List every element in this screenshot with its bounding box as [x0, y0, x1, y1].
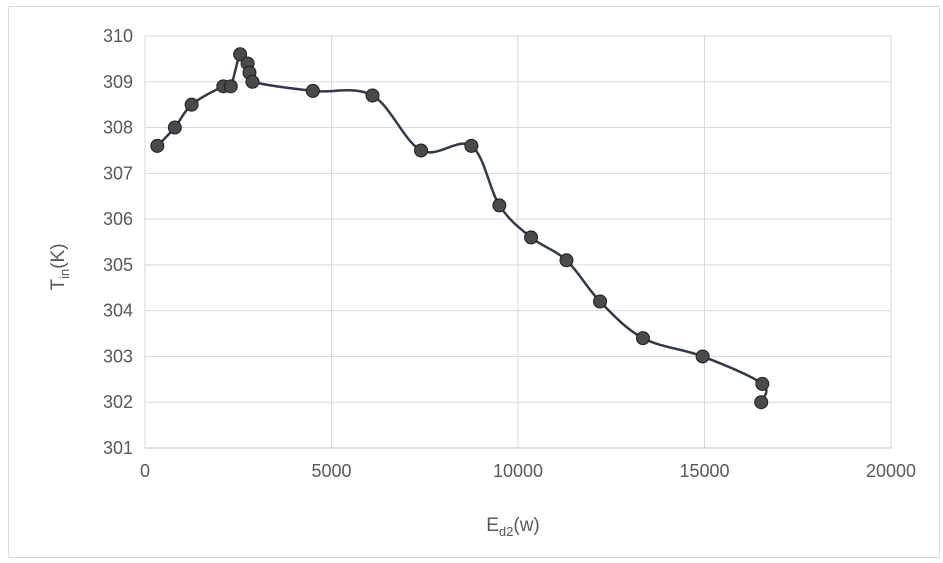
data-point: [245, 74, 260, 89]
data-point: [233, 47, 248, 62]
y-tick-label: 302: [103, 392, 133, 412]
y-tick-label: 310: [103, 26, 133, 46]
y-axis-title-main: T: [48, 279, 69, 291]
data-point: [754, 395, 769, 410]
y-tick-label: 305: [103, 255, 133, 275]
marker-layer: [150, 47, 770, 410]
data-point: [184, 97, 199, 112]
chart-frame: 301 302 303 304 305 306 307 308 309 310 0 5000 10000…: [8, 6, 940, 558]
data-point: [492, 198, 507, 213]
x-tick-label: 0: [140, 461, 150, 481]
x-axis-title: Ed2(w): [486, 515, 540, 539]
data-point: [150, 138, 165, 153]
y-tick-label: 306: [103, 209, 133, 229]
data-point: [223, 79, 238, 94]
data-point: [559, 253, 574, 268]
y-tick-label: 308: [103, 118, 133, 138]
data-point: [365, 88, 380, 103]
x-tick-label: 5000: [311, 461, 351, 481]
data-point: [305, 83, 320, 98]
y-axis-title-unit: (K): [48, 243, 69, 268]
label-layer: 301 302 303 304 305 306 307 308 309 310 0 5000 10000…: [103, 26, 916, 481]
x-tick-label: 15000: [679, 461, 729, 481]
y-tick-label: 304: [103, 301, 133, 321]
data-point: [414, 143, 429, 158]
data-point: [635, 331, 650, 346]
y-axis-title: Tin(K): [48, 243, 72, 290]
y-tick-label: 303: [103, 346, 133, 366]
y-tick-label: 301: [103, 438, 133, 458]
series-line: [156, 52, 768, 404]
grid-layer: [144, 35, 892, 448]
data-point: [464, 138, 479, 153]
x-tick-label: 20000: [866, 461, 916, 481]
data-point: [167, 120, 182, 135]
line-layer: [156, 52, 768, 404]
data-point: [755, 376, 770, 391]
data-point: [695, 349, 710, 364]
chart-svg: 301 302 303 304 305 306 307 308 309 310 0 5000 10000…: [48, 26, 916, 539]
y-tick-label: 309: [103, 72, 133, 92]
x-tick-label: 10000: [493, 461, 543, 481]
data-point: [524, 230, 539, 245]
data-point: [593, 294, 608, 309]
y-axis-title-subscript: in: [57, 269, 72, 279]
x-axis-title-main: E: [486, 515, 499, 536]
y-tick-label: 307: [103, 163, 133, 183]
x-axis-title-subscript: d2: [499, 524, 513, 539]
x-axis-title-unit: (w): [513, 515, 539, 536]
